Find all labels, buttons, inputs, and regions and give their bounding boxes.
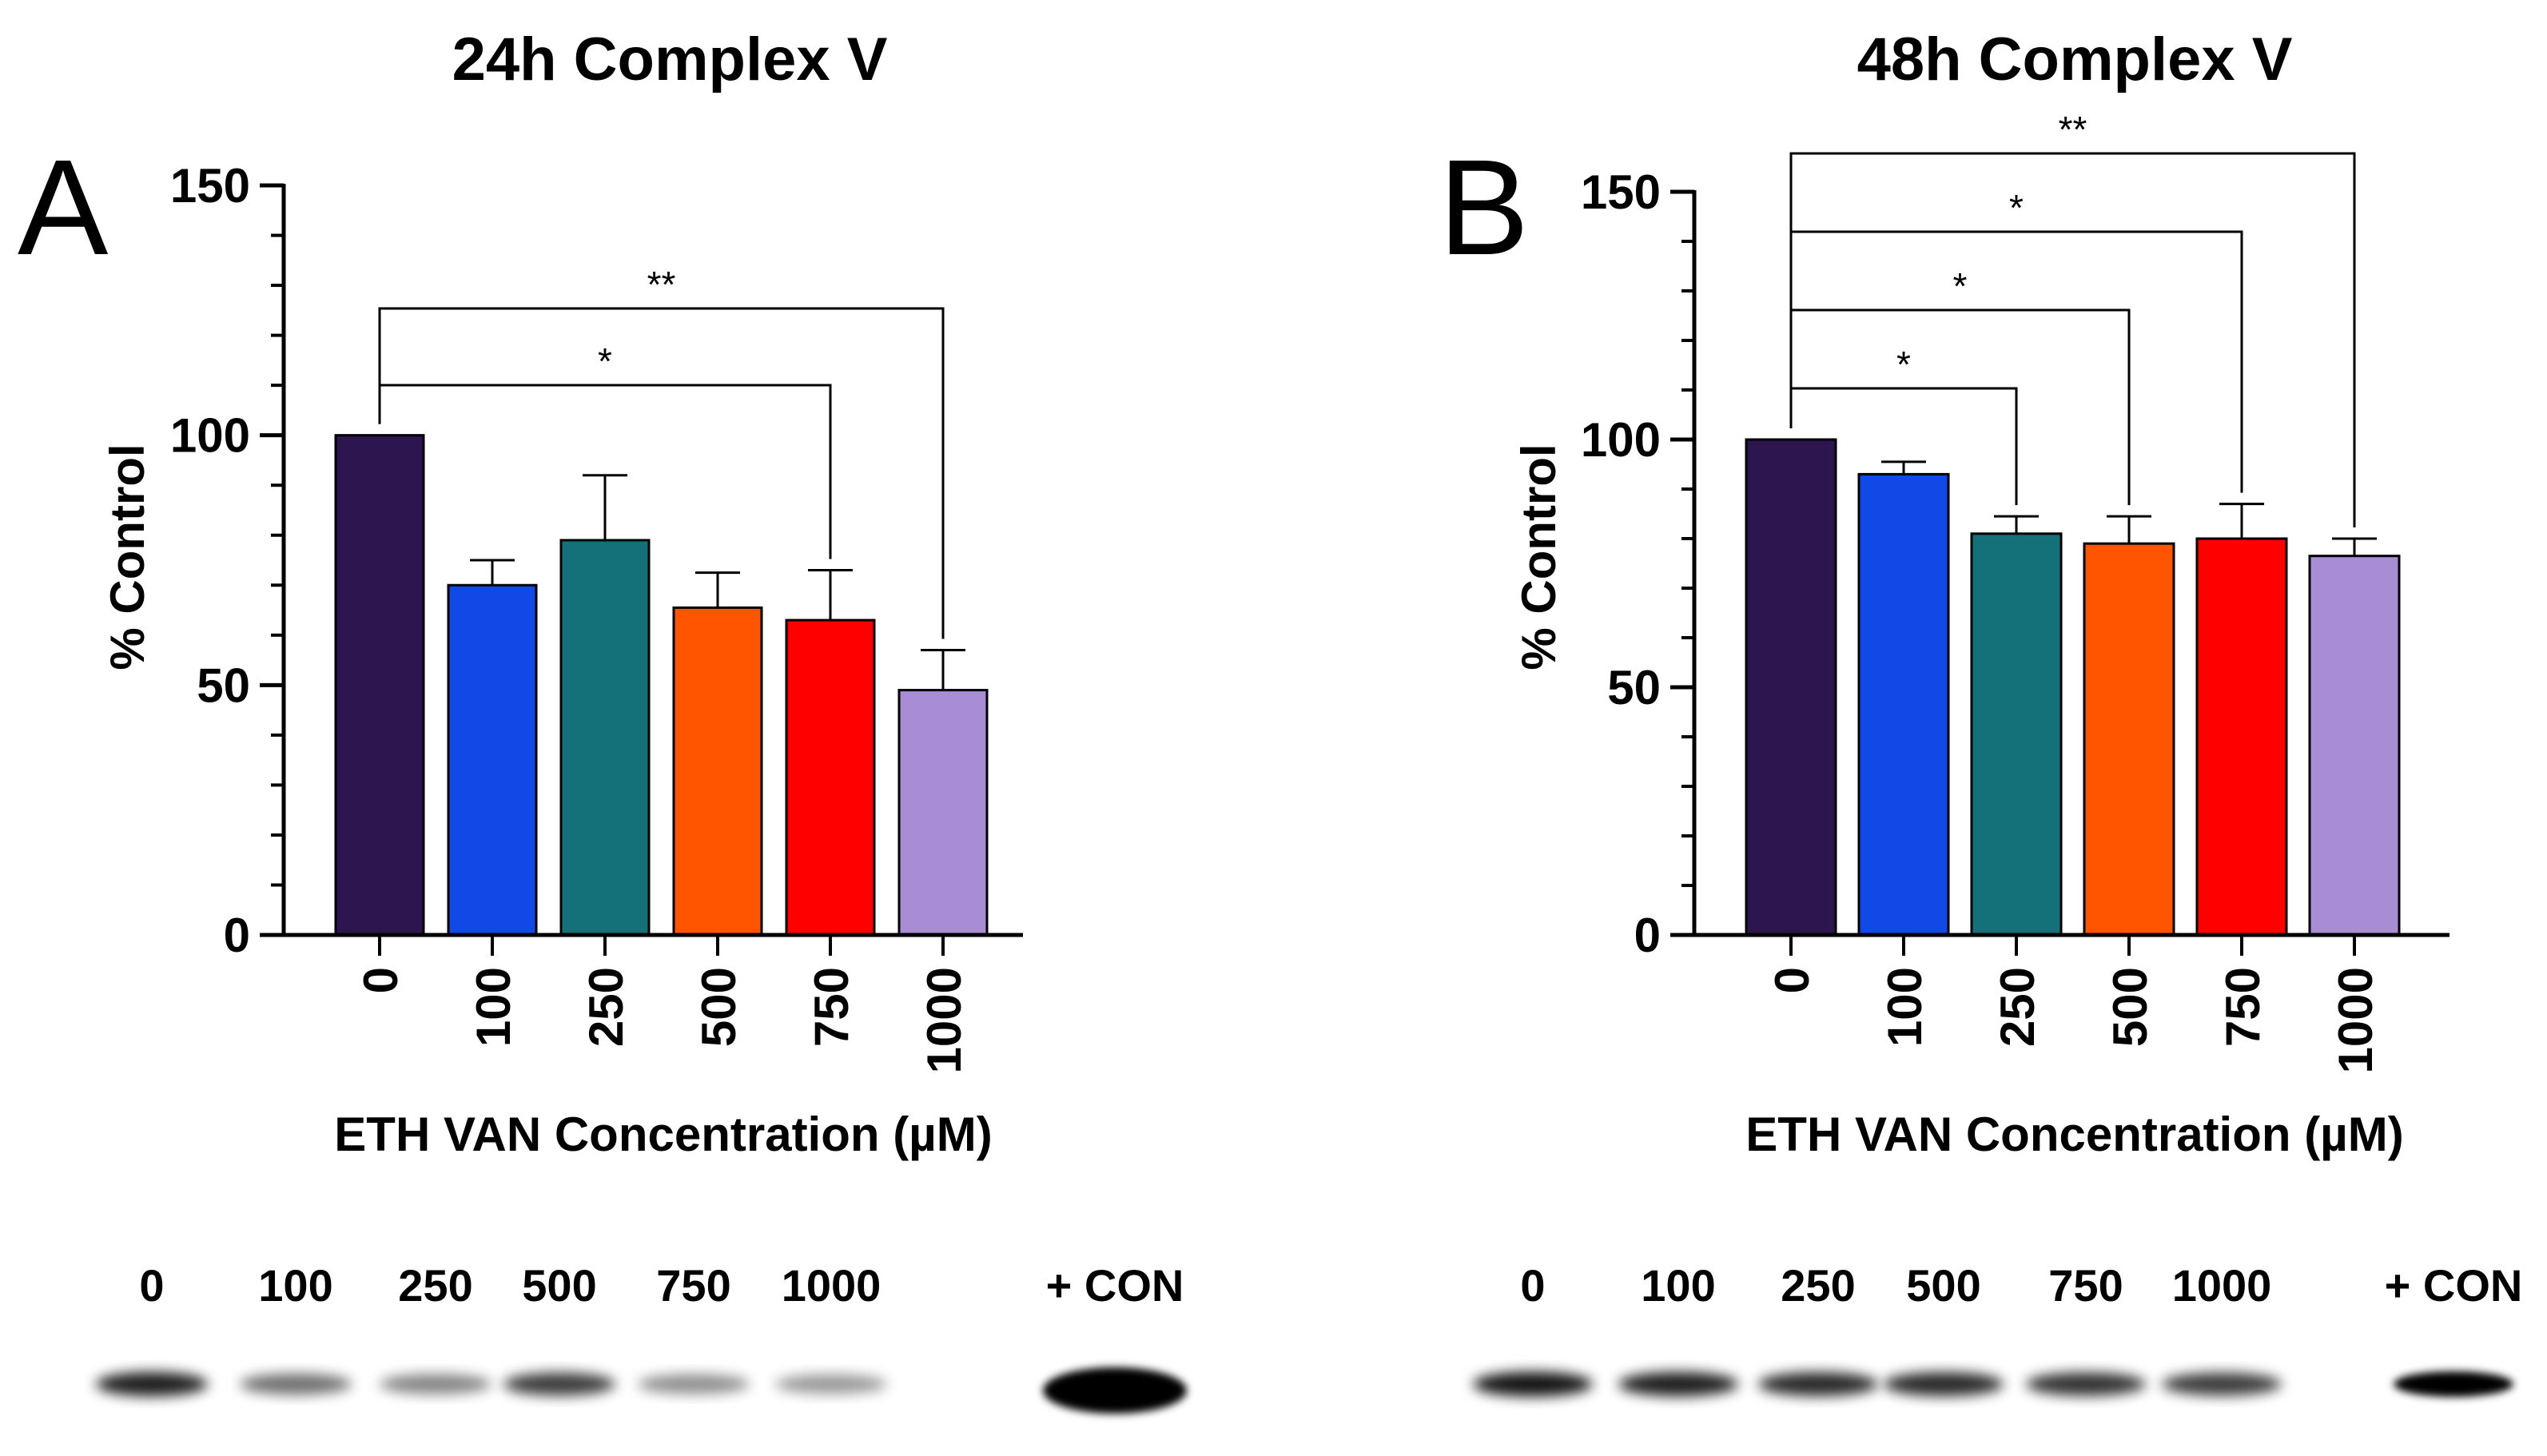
y-tick-label: 50 (1607, 661, 1661, 714)
significance-label: * (2009, 187, 2024, 229)
y-tick-label: 0 (1634, 909, 1661, 962)
blot-lane-label: + CON (1046, 1260, 1184, 1311)
blot-lane-label: 750 (2048, 1260, 2123, 1311)
panel-a: 24h Complex V A % Control ETH VAN Concen… (18, 26, 1187, 1414)
panel-letter: A (18, 132, 109, 284)
significance-bracket (1789, 152, 2356, 527)
y-axis-title: % Control (101, 444, 154, 670)
western-blot: 0 100 250 500 750 1000 + CON (1473, 1260, 2522, 1397)
x-tick-label: 1000 (2329, 967, 2382, 1073)
x-tick-label: 1000 (917, 967, 971, 1073)
blot-lane-label: 100 (1641, 1260, 1715, 1311)
significance-label: * (598, 340, 612, 382)
blot-lane-label: 750 (656, 1260, 730, 1311)
x-tick-label: 750 (2216, 967, 2270, 1047)
x-tick-label: 100 (1878, 967, 1932, 1047)
blot-lane-label: 500 (522, 1260, 596, 1311)
significance-label: * (1896, 344, 1911, 385)
x-tick-label: 500 (2103, 967, 2157, 1047)
x-axis-title: ETH VAN Concentration (µM) (334, 1108, 992, 1161)
blot-band (1758, 1372, 1878, 1396)
significance-label: * (1953, 265, 1968, 307)
x-tick-label: 0 (1765, 967, 1819, 993)
chart-title: 24h Complex V (452, 26, 888, 93)
y-tick-label: 100 (170, 409, 250, 463)
blot-band (775, 1374, 887, 1394)
x-tick-label: 250 (579, 967, 633, 1047)
bar (672, 606, 763, 937)
bar (559, 539, 651, 937)
chart-title: 48h Complex V (1857, 26, 2293, 93)
blot-band (638, 1374, 750, 1394)
x-tick-label: 250 (1991, 967, 2044, 1047)
bar (334, 434, 425, 937)
bar (1970, 532, 2063, 937)
blot-lane-label: 500 (1906, 1260, 1980, 1311)
significance-bracket (378, 307, 945, 639)
bar (897, 689, 989, 937)
x-tick-label: 500 (692, 967, 746, 1047)
blot-lane-label: 0 (1520, 1260, 1545, 1311)
blot-lane-label: 1000 (782, 1260, 882, 1311)
blot-band (240, 1373, 352, 1395)
blot-band (380, 1374, 491, 1394)
blot-band (2162, 1372, 2282, 1396)
blot-lane-label: 250 (1781, 1260, 1855, 1311)
blot-lane-label: 0 (139, 1260, 164, 1311)
panel-letter: B (1439, 132, 1529, 284)
x-tick-label: 750 (805, 967, 858, 1047)
bar (447, 583, 538, 937)
blot-lane-label: 1000 (2172, 1260, 2272, 1311)
y-axis-title: % Control (1512, 444, 1566, 670)
x-axis-title: ETH VAN Concentration (µM) (1745, 1108, 2403, 1161)
blot-band (1473, 1371, 1593, 1397)
x-tick-label: 100 (467, 967, 520, 1047)
y-tick-label: 0 (224, 909, 250, 962)
blot-band (503, 1372, 615, 1396)
x-tick-label: 0 (354, 967, 408, 993)
significance-label: ** (647, 264, 676, 305)
blot-band (1884, 1372, 2004, 1396)
western-blot: 0 100 250 500 750 1000 + CON (96, 1260, 1187, 1414)
blot-band (1618, 1371, 1738, 1397)
blot-lane-label: + CON (2385, 1260, 2523, 1311)
significance-bracket (1789, 308, 2131, 506)
y-tick-label: 150 (170, 159, 250, 213)
panel-b: 48h Complex V B % Control ETH VAN Concen… (1439, 26, 2522, 1397)
blot-band (2394, 1371, 2513, 1397)
bar (2083, 542, 2175, 937)
y-tick-label: 50 (197, 658, 250, 712)
bar (785, 619, 876, 937)
blot-band (2026, 1372, 2146, 1396)
bar (2195, 537, 2288, 937)
blot-band (1043, 1367, 1187, 1414)
blot-band (96, 1371, 208, 1397)
bar (1857, 472, 1950, 937)
bar (2308, 555, 2401, 937)
significance-label: ** (2059, 109, 2087, 150)
bar (1745, 438, 1837, 937)
y-tick-label: 150 (1581, 165, 1661, 219)
y-tick-label: 100 (1581, 413, 1661, 467)
blot-lane-label: 250 (398, 1260, 472, 1311)
blot-lane-label: 100 (258, 1260, 332, 1311)
